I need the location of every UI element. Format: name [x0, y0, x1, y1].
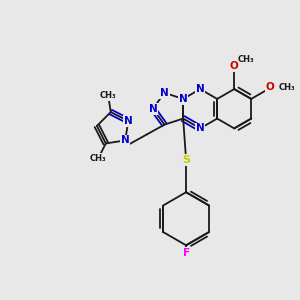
Text: O: O — [266, 82, 274, 92]
Text: CH₃: CH₃ — [279, 82, 296, 91]
Text: CH₃: CH₃ — [100, 91, 116, 100]
Text: N: N — [121, 135, 130, 146]
Text: S: S — [182, 155, 190, 165]
Text: O: O — [230, 61, 239, 71]
Text: F: F — [182, 248, 190, 258]
Text: N: N — [179, 94, 188, 104]
Text: CH₃: CH₃ — [237, 55, 254, 64]
Text: N: N — [196, 84, 205, 94]
Text: N: N — [160, 88, 169, 98]
Text: CH₃: CH₃ — [90, 154, 106, 163]
Text: N: N — [124, 116, 133, 126]
Text: N: N — [196, 123, 205, 134]
Text: N: N — [148, 104, 157, 114]
